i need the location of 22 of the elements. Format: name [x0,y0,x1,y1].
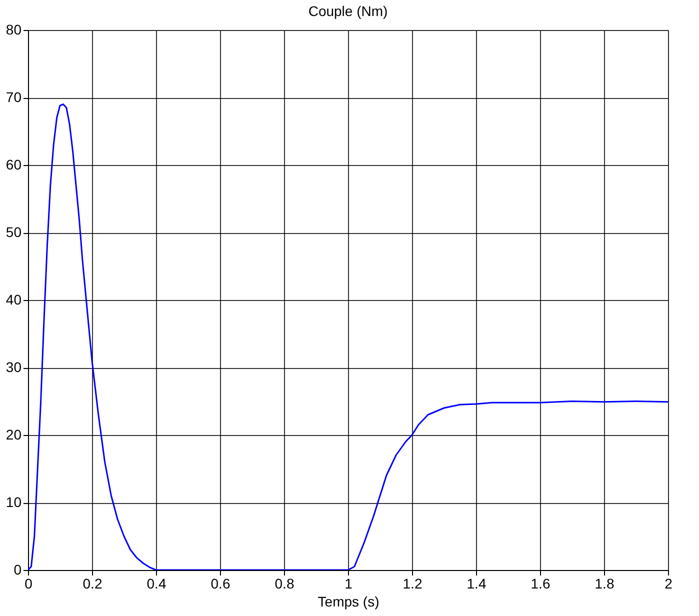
y-tick-label: 30 [6,359,22,375]
x-tick-label: 1.2 [402,576,422,592]
chart-title: Couple (Nm) [308,3,388,19]
y-tick-label: 10 [6,494,22,510]
x-tick-label: 1.8 [594,576,614,592]
y-tick-label: 20 [6,426,22,442]
y-tick-label: 80 [6,22,22,38]
x-tick-label: 1 [344,576,353,592]
x-tick-label: 0.8 [274,576,294,592]
y-tick-label: 40 [6,292,22,308]
y-tick-label: 0 [14,562,22,578]
y-tick-label: 60 [6,156,22,172]
x-tick-label: 0.4 [146,576,166,592]
x-tick-label: 1.4 [466,576,486,592]
x-tick-label: 0 [24,576,33,592]
x-tick-label: 0.2 [82,576,102,592]
x-tick-label: 0.6 [210,576,230,592]
y-tick-label: 70 [6,89,22,105]
x-tick-label: 2 [664,576,673,592]
x-tick-label: 1.6 [530,576,550,592]
y-tick-label: 50 [6,224,22,240]
x-axis-title: Temps (s) [318,594,380,610]
